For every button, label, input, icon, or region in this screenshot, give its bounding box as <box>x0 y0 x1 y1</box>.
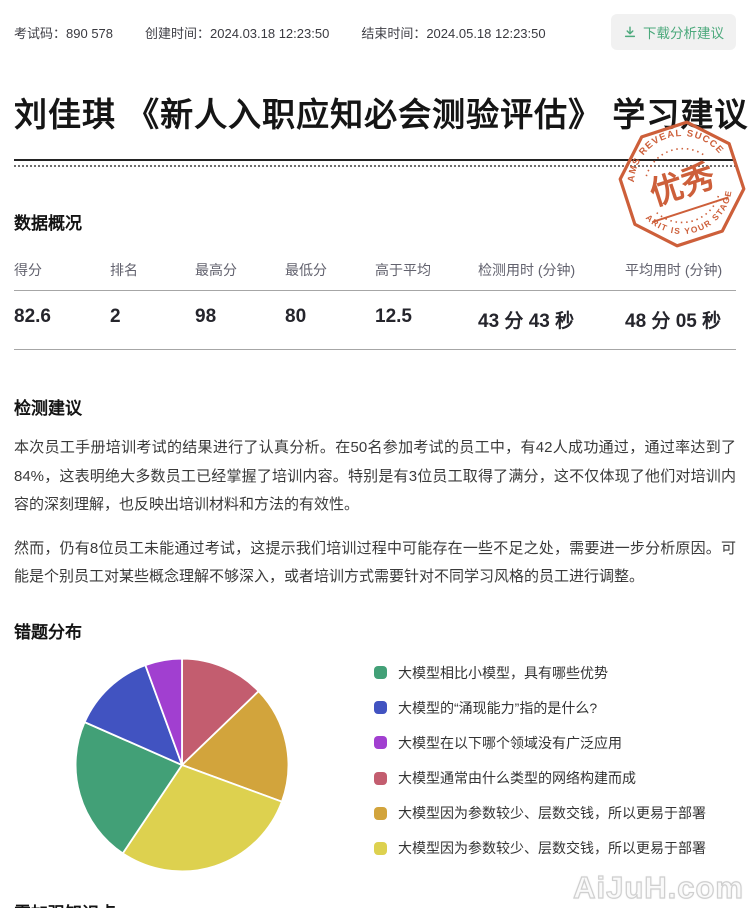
stats-value-cell: 80 <box>285 306 307 327</box>
created-time: 创建时间：2024.03.18 12:23:50 <box>145 23 329 42</box>
exam-code-label: 考试码： <box>14 25 67 41</box>
legend-label: 大模型因为参数较少、层数交钱，所以更易于部署 <box>398 805 706 822</box>
chart-section: 错题分布 大模型相比小模型，具有哪些优势 大模型的“涌现能力”指的是什么? 大模… <box>14 618 736 877</box>
pie-slice <box>121 763 283 872</box>
chart-row: 大模型相比小模型，具有哪些优势 大模型的“涌现能力”指的是什么? 大模型在以下哪… <box>14 653 736 877</box>
stats-value-cell: 12.5 <box>375 306 412 327</box>
knowledge-section: 需加强知识点 知识点1: 大模型是指具有大规模参数和复杂计算结构的机器学习模型。 <box>14 899 736 908</box>
suggestions-heading: 检测建议 <box>14 399 82 418</box>
legend-item: 大模型在以下哪个领域没有广泛应用 <box>374 733 736 753</box>
overview-section: 数据概况 得分 排名 最高分 最低分 高于平均 检测用时 (分钟) 平均用时 (… <box>14 209 736 350</box>
stats-header-cell: 最低分 <box>285 262 327 278</box>
legend-label: 大模型在以下哪个领域没有广泛应用 <box>398 734 622 751</box>
legend-item: 大模型相比小模型，具有哪些优势 <box>374 663 736 683</box>
download-button-label: 下载分析建议 <box>643 26 724 41</box>
stats-header-cell: 检测用时 (分钟) <box>478 262 576 278</box>
grade-stamp-icon: EXAMS REVEAL SUCCESS ARIT IS YOUR STAGE … <box>593 97 746 248</box>
topbar: 考试码：890 578 创建时间：2024.03.18 12:23:50 结束时… <box>14 0 736 50</box>
legend-dot <box>374 806 387 820</box>
legend-item: 大模型因为参数较少、层数交钱，所以更易于部署 <box>374 803 736 823</box>
stats-value-cell: 48 分 05 秒 <box>625 311 722 332</box>
legend-dot <box>374 736 387 750</box>
watermark: AiJuH.com <box>572 869 744 905</box>
grade-stamp: EXAMS REVEAL SUCCESS ARIT IS YOUR STAGE … <box>593 97 748 250</box>
pie-slice <box>83 663 183 766</box>
suggestions-section: 检测建议 本次员工手册培训考试的结果进行了认真分析。在50名参加考试的员工中，有… <box>14 394 736 592</box>
legend-dot <box>374 666 387 679</box>
stats-value-cell: 43 分 43 秒 <box>478 311 575 332</box>
suggestion-paragraph: 然而，仍有8位员工未能通过考试，这提示我们培训过程中可能存在一些不足之处，需要进… <box>14 539 736 586</box>
page-title: 刘佳琪 《新人入职应知必会测验评估》 学习建议 <box>14 96 749 133</box>
overview-heading: 数据概况 <box>14 214 82 233</box>
pie-chart-wrap <box>70 653 294 877</box>
created-time-label: 创建时间： <box>145 25 211 41</box>
stats-header-cell: 排名 <box>110 262 138 278</box>
chart-legend: 大模型相比小模型，具有哪些优势 大模型的“涌现能力”指的是什么? 大模型在以下哪… <box>374 663 736 859</box>
legend-dot <box>374 841 387 855</box>
pie-slice <box>74 720 183 854</box>
download-analysis-button[interactable]: 下载分析建议 <box>611 14 736 50</box>
legend-item: 大模型因为参数较少、层数交钱，所以更易于部署 <box>374 838 736 858</box>
knowledge-heading: 需加强知识点 <box>14 899 736 908</box>
stats-header-cell: 得分 <box>14 262 42 278</box>
legend-dot <box>374 701 387 715</box>
ended-time-value: 2024.05.18 12:23:50 <box>426 25 546 41</box>
legend-label: 大模型的“涌现能力”指的是什么? <box>398 699 598 716</box>
stats-value-cell: 82.6 <box>14 306 51 327</box>
stats-value-cell: 98 <box>195 306 217 327</box>
pie-slice <box>144 657 183 766</box>
legend-label: 大模型因为参数较少、层数交钱，所以更易于部署 <box>398 840 706 857</box>
legend-item: 大模型的“涌现能力”指的是什么? <box>374 698 736 718</box>
created-time-value: 2024.03.18 12:23:50 <box>210 25 330 41</box>
legend-item: 大模型通常由什么类型的网络构建而成 <box>374 768 736 788</box>
legend-label: 大模型相比小模型，具有哪些优势 <box>398 664 608 681</box>
chart-heading: 错题分布 <box>14 622 82 642</box>
legend-label: 大模型通常由什么类型的网络构建而成 <box>398 770 636 787</box>
legend-dot <box>374 771 387 785</box>
title-divider-dotted <box>14 165 736 167</box>
pie-chart <box>74 657 290 872</box>
stats-value-row: 82.6 2 98 80 12.5 43 分 43 秒 48 分 05 秒 <box>14 291 736 350</box>
download-icon <box>623 25 637 39</box>
stats-header-cell: 高于平均 <box>375 262 431 278</box>
ended-time-label: 结束时间： <box>361 25 427 41</box>
stats-header-row: 得分 排名 最高分 最低分 高于平均 检测用时 (分钟) 平均用时 (分钟) <box>14 260 736 291</box>
ended-time: 结束时间：2024.05.18 12:23:50 <box>361 23 545 42</box>
pie-slice <box>181 657 260 766</box>
stats-header-cell: 最高分 <box>195 262 237 278</box>
exam-code: 考试码：890 578 <box>14 23 113 42</box>
stats-table: 得分 排名 最高分 最低分 高于平均 检测用时 (分钟) 平均用时 (分钟) 8… <box>14 260 736 350</box>
title-divider-solid <box>14 159 736 161</box>
stats-header-cell: 平均用时 (分钟) <box>625 262 723 278</box>
stats-value-cell: 2 <box>110 306 121 327</box>
suggestion-paragraph: 本次员工手册培训考试的结果进行了认真分析。在50名参加考试的员工中，有42人成功… <box>14 439 736 513</box>
exam-code-value: 890 578 <box>66 25 114 41</box>
